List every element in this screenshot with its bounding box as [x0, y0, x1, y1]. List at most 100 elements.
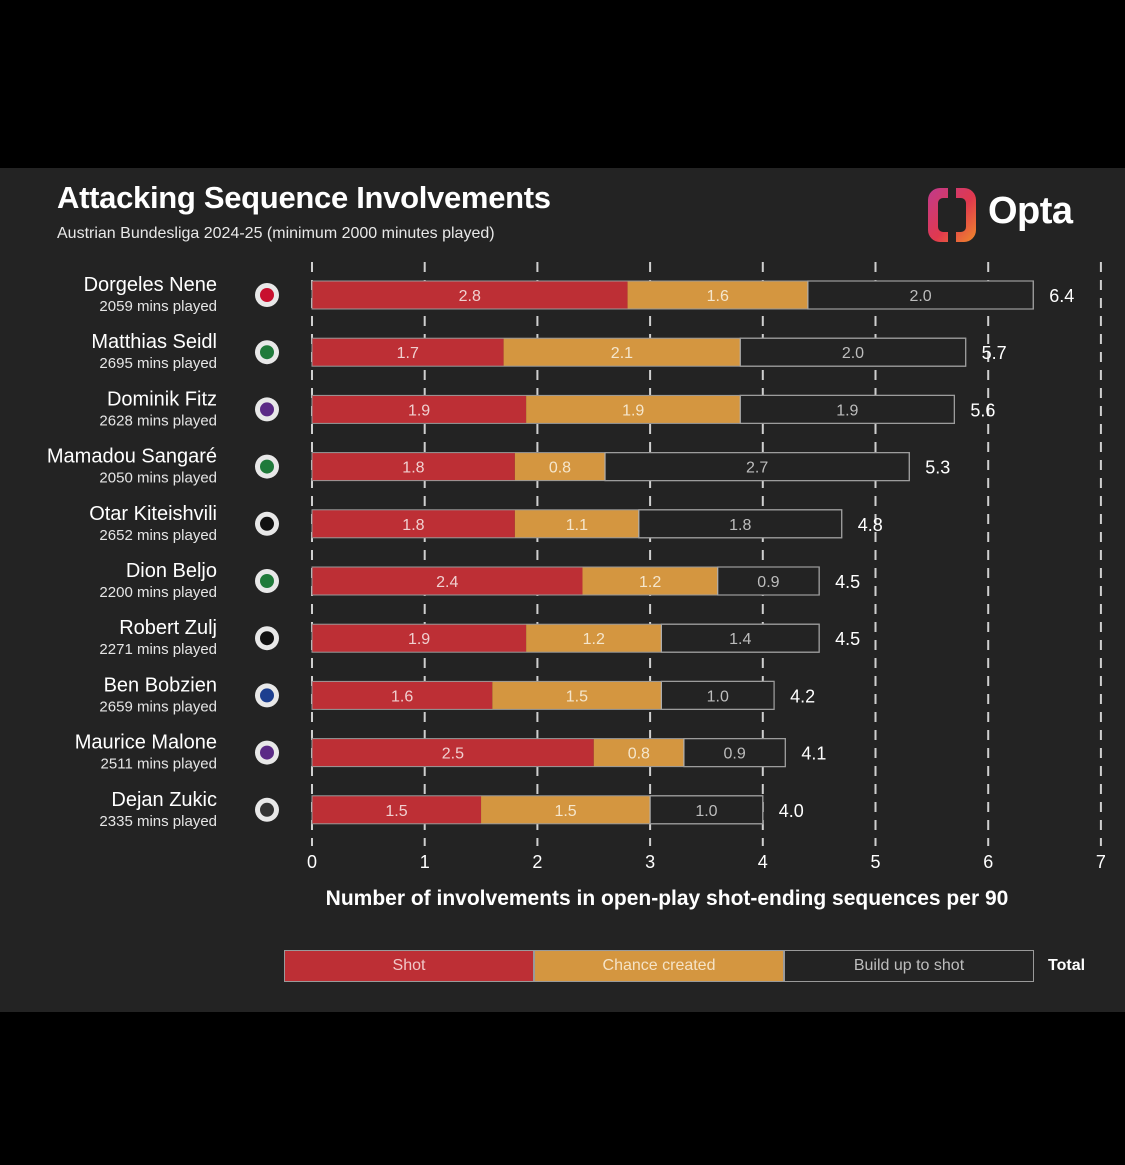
x-tick-label: 6 [983, 852, 993, 872]
data-label: 0.9 [757, 574, 779, 591]
rapid-wien-badge-icon [255, 454, 279, 479]
bar-segment-shot [312, 395, 527, 424]
opta-logo-icon [928, 184, 976, 246]
data-label: 1.9 [408, 402, 430, 419]
player-minutes: 2695 mins played [99, 355, 217, 372]
player-name: Dejan Zukic [111, 789, 217, 811]
bar-segment-chance-created [627, 281, 808, 309]
x-tick-label: 1 [420, 852, 430, 872]
bar-segment-shot [312, 624, 527, 653]
data-label: 1.8 [402, 517, 424, 534]
total-label: 4.2 [790, 686, 815, 706]
bar-segment-chance-created [503, 338, 741, 367]
sturm-graz-badge-icon [255, 511, 279, 536]
bar-segment-chance-created [492, 681, 662, 710]
player-name: Maurice Malone [75, 732, 217, 754]
total-label: 4.8 [858, 515, 883, 535]
bar-outline [311, 623, 820, 653]
bar-segment-build-up-to-shot [660, 623, 820, 653]
bar-segment-chance-created [582, 567, 718, 595]
player-name: Dominik Fitz [107, 388, 217, 410]
player-name: Dorgeles Nene [84, 274, 217, 296]
player-minutes: 2271 mins played [99, 641, 217, 658]
data-label: 2.7 [746, 460, 768, 477]
player-minutes: 2659 mins played [99, 698, 217, 715]
wolfsberger-ac-badge-icon [255, 797, 279, 822]
data-label: 2.0 [909, 288, 931, 305]
bar-segment-chance-created [514, 452, 606, 481]
player-name: Ben Bobzien [104, 674, 217, 696]
rapid-wien-badge-icon [255, 340, 279, 365]
bar-segment-chance-created [593, 738, 684, 767]
chart-subtitle: Austrian Bundesliga 2024-25 (minimum 200… [57, 225, 495, 242]
x-axis-title: Number of involvements in open-play shot… [325, 887, 1009, 910]
data-label: 0.8 [628, 746, 650, 763]
legend-item-chance-created: Chance created [534, 950, 784, 982]
data-label: 2.5 [442, 746, 464, 763]
bar-outline [311, 795, 764, 825]
player-name: Robert Zulj [119, 617, 217, 639]
data-label: 2.8 [459, 288, 481, 305]
player-minutes: 2050 mins played [99, 470, 217, 487]
legend-item-build-up: Build up to shot [784, 950, 1034, 982]
austria-wien-badge-icon [255, 740, 279, 765]
player-minutes: 2200 mins played [99, 584, 217, 601]
opta-brand: Opta [926, 184, 1086, 246]
data-label: 1.9 [836, 402, 858, 419]
data-label: 1.2 [639, 574, 661, 591]
player-name: Mamadou Sangaré [47, 446, 217, 468]
player-name: Matthias Seidl [91, 331, 217, 353]
bar-outline [311, 337, 967, 367]
total-label: 6.4 [1049, 286, 1074, 306]
bar-segment-shot [312, 281, 628, 309]
data-label: 1.5 [566, 688, 588, 705]
total-label: 5.7 [982, 343, 1007, 363]
rapid-wien-badge-icon [255, 569, 279, 593]
bar-segment-shot [312, 567, 583, 595]
bar-outline [311, 509, 843, 539]
data-label: 0.9 [724, 746, 746, 763]
x-tick-label: 5 [870, 852, 880, 872]
data-label: 1.9 [408, 631, 430, 648]
brand-name: Opta [988, 190, 1073, 232]
bar-segment-build-up-to-shot [717, 566, 820, 596]
data-label: 1.5 [385, 803, 407, 820]
bar-segment-chance-created [526, 624, 662, 653]
blau-weiss-linz-badge-icon [255, 683, 279, 708]
austria-wien-badge-icon [255, 397, 279, 422]
chart-title: Attacking Sequence Involvements [57, 180, 551, 215]
bar-segment-build-up-to-shot [683, 737, 786, 768]
red-bull-salzburg-badge-icon [255, 283, 279, 307]
bar-segment-shot [312, 681, 493, 710]
bar-segment-shot [312, 338, 504, 367]
data-label: 2.0 [842, 345, 864, 362]
lask-badge-icon [255, 626, 279, 651]
data-label: 1.2 [583, 631, 605, 648]
legend-item-shot: Shot [284, 950, 534, 982]
player-minutes: 2652 mins played [99, 527, 217, 544]
bar-segment-chance-created [481, 795, 651, 824]
data-label: 1.4 [729, 631, 751, 648]
total-label: 4.0 [779, 801, 804, 821]
player-minutes: 2335 mins played [99, 813, 217, 830]
bar-segment-shot [312, 452, 515, 481]
x-tick-label: 4 [758, 852, 768, 872]
x-tick-label: 0 [307, 852, 317, 872]
bar-outline [311, 566, 820, 596]
bar-outline [311, 452, 910, 482]
x-tick-label: 2 [532, 852, 542, 872]
data-label: 2.4 [436, 574, 458, 591]
player-name: Otar Kiteishvili [89, 503, 217, 525]
data-label: 1.9 [622, 402, 644, 419]
data-label: 0.8 [549, 460, 571, 477]
total-label: 4.1 [801, 744, 826, 764]
bar-outline [311, 738, 786, 768]
legend: Shot Chance created Build up to shot [284, 950, 1034, 982]
data-label: 2.1 [611, 345, 633, 362]
data-label: 1.5 [554, 803, 576, 820]
data-label: 1.0 [695, 803, 717, 820]
data-label: 1.6 [391, 688, 413, 705]
total-label: 5.6 [970, 400, 995, 420]
data-label: 1.8 [402, 460, 424, 477]
